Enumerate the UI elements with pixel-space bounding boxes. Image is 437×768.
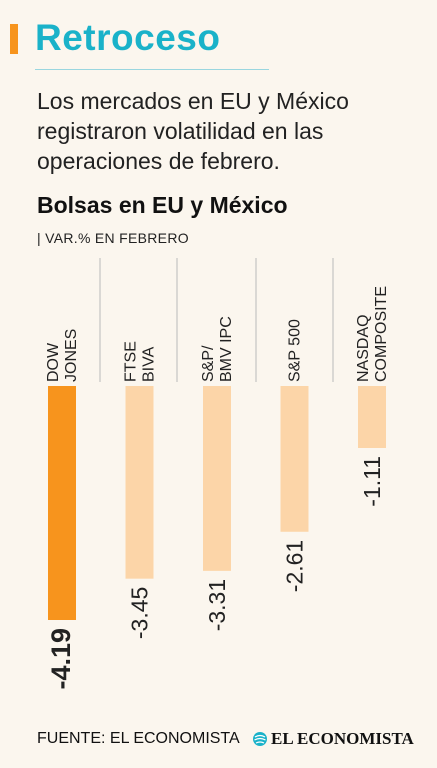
value-label: -2.61 [282,540,308,592]
bar [203,386,231,571]
brand-logo-text: EL ECONOMISTA [271,729,414,748]
category-label: DOWJONES [45,329,80,382]
bar [358,386,386,448]
page-subtitle: Los mercados en EU y México registraron … [37,88,349,174]
page-title: Retroceso [35,17,221,58]
chart-unit-label: | VAR.% EN FEBRERO [37,230,189,246]
value-label: -1.11 [359,456,385,507]
bar [48,386,76,620]
value-label: -4.19 [46,628,76,690]
globe-icon [253,732,267,746]
value-label: -3.31 [204,579,230,631]
bar [280,386,309,532]
category-label: S&P/BMV IPC [200,316,235,382]
category-label: S&P 500 [287,319,304,382]
category-label: NASDAQCOMPOSITE [355,286,390,382]
title-accent-bar [10,24,18,54]
chart-title: Bolsas en EU y México [37,192,288,218]
value-label: -3.45 [127,587,153,639]
category-label: FTSEBIVA [123,341,158,382]
bar [125,386,154,579]
source-note: FUENTE: EL ECONOMISTA [37,730,240,747]
title-divider [35,69,269,70]
brand-logo: EL ECONOMISTA [252,729,414,749]
